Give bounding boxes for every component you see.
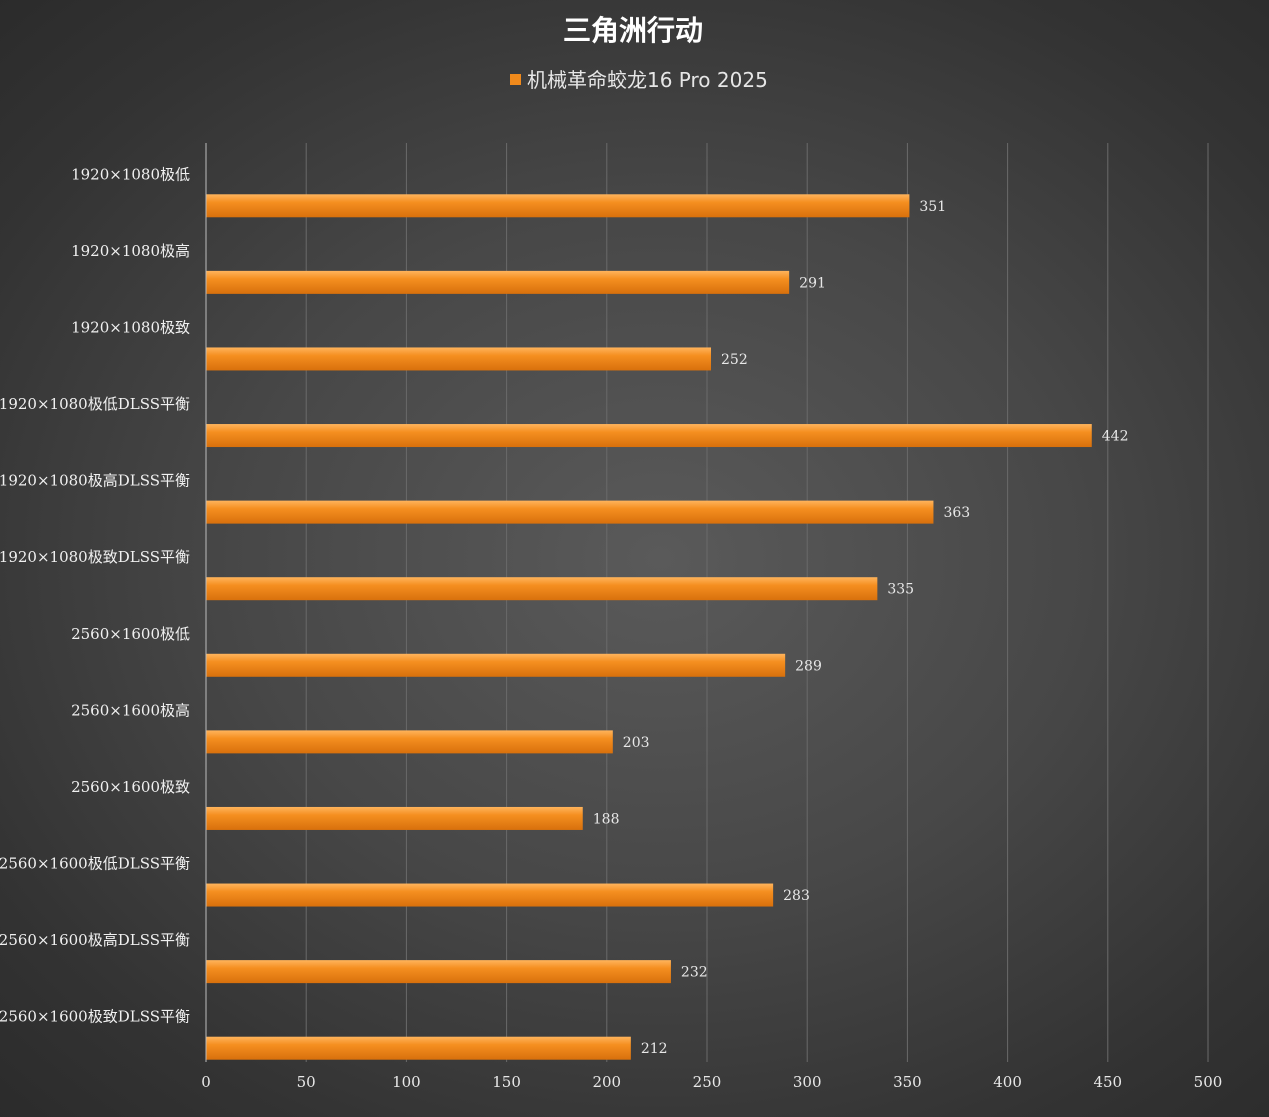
bar <box>206 424 1092 448</box>
category-label: 2560×1600极致 <box>71 778 190 796</box>
x-tick-label: 500 <box>1194 1073 1223 1091</box>
data-label: 283 <box>783 888 810 904</box>
x-tick-label: 200 <box>592 1073 621 1091</box>
data-label: 289 <box>795 658 822 674</box>
x-tick-label: 150 <box>492 1073 521 1091</box>
gridlines <box>305 143 1209 1062</box>
category-label: 2560×1600极致DLSS平衡 <box>0 1008 190 1026</box>
data-label: 203 <box>623 735 650 751</box>
data-label: 335 <box>887 582 914 598</box>
data-label: 351 <box>919 199 946 215</box>
bar <box>206 730 613 754</box>
category-label: 1920×1080极低DLSS平衡 <box>0 395 190 413</box>
x-tick-label: 0 <box>201 1073 211 1091</box>
x-tick-labels: 0 50 100 150 200 250 300 350 400 450 500 <box>201 1073 1222 1091</box>
data-label: 291 <box>799 275 826 291</box>
category-label: 1920×1080极致DLSS平衡 <box>0 548 190 566</box>
bar <box>206 806 583 830</box>
data-label: 252 <box>721 352 748 368</box>
data-label: 442 <box>1102 429 1129 445</box>
bar <box>206 194 910 218</box>
legend-swatch <box>510 74 521 85</box>
category-label: 1920×1080极高 <box>71 242 190 260</box>
category-label: 2560×1600极低DLSS平衡 <box>0 855 190 873</box>
legend-label: 机械革命蛟龙16 Pro 2025 <box>527 68 768 92</box>
bar <box>206 960 671 984</box>
category-label: 1920×1080极高DLSS平衡 <box>0 472 190 490</box>
bar <box>206 577 878 601</box>
data-labels: 351 291 252 442 363 335 289 203 188 283 232 212 <box>593 199 1129 1057</box>
category-label: 2560×1600极高 <box>71 701 190 719</box>
x-tick-label: 50 <box>297 1073 316 1091</box>
bar <box>206 270 790 294</box>
data-label: 232 <box>681 965 708 981</box>
category-label: 2560×1600极低 <box>71 625 190 643</box>
chart-title: 三角洲行动 <box>563 14 703 47</box>
legend: 机械革命蛟龙16 Pro 2025 <box>510 68 768 92</box>
data-label: 363 <box>943 505 970 521</box>
category-label: 2560×1600极高DLSS平衡 <box>0 931 190 949</box>
x-tick-label: 300 <box>793 1073 822 1091</box>
x-tick-label: 400 <box>993 1073 1022 1091</box>
x-tick-label: 350 <box>893 1073 922 1091</box>
bars <box>206 194 1092 1060</box>
data-label: 212 <box>641 1041 668 1057</box>
x-tick-label: 100 <box>392 1073 421 1091</box>
data-label: 188 <box>593 811 620 827</box>
category-label: 1920×1080极致 <box>71 318 190 336</box>
bar <box>206 500 934 524</box>
bar <box>206 347 712 371</box>
bar <box>206 883 774 907</box>
bar <box>206 1036 631 1060</box>
bar <box>206 653 786 677</box>
category-label: 1920×1080极低 <box>71 165 190 183</box>
category-labels: 1920×1080极低 1920×1080极高 1920×1080极致 1920×10… <box>0 165 190 1025</box>
x-tick-label: 450 <box>1093 1073 1122 1091</box>
x-tick-label: 250 <box>693 1073 722 1091</box>
